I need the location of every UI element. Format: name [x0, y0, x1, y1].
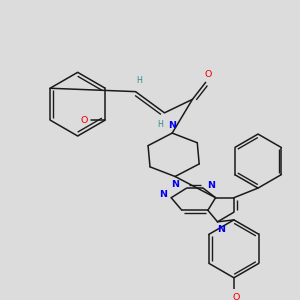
Text: N: N: [168, 121, 176, 130]
Text: N: N: [171, 180, 179, 189]
Text: N: N: [218, 225, 225, 234]
Text: H: H: [136, 76, 142, 85]
Text: H: H: [158, 120, 164, 129]
Text: N: N: [207, 181, 215, 190]
Text: O: O: [232, 292, 239, 300]
Text: O: O: [80, 116, 88, 124]
Text: O: O: [204, 70, 211, 79]
Text: N: N: [160, 190, 167, 199]
